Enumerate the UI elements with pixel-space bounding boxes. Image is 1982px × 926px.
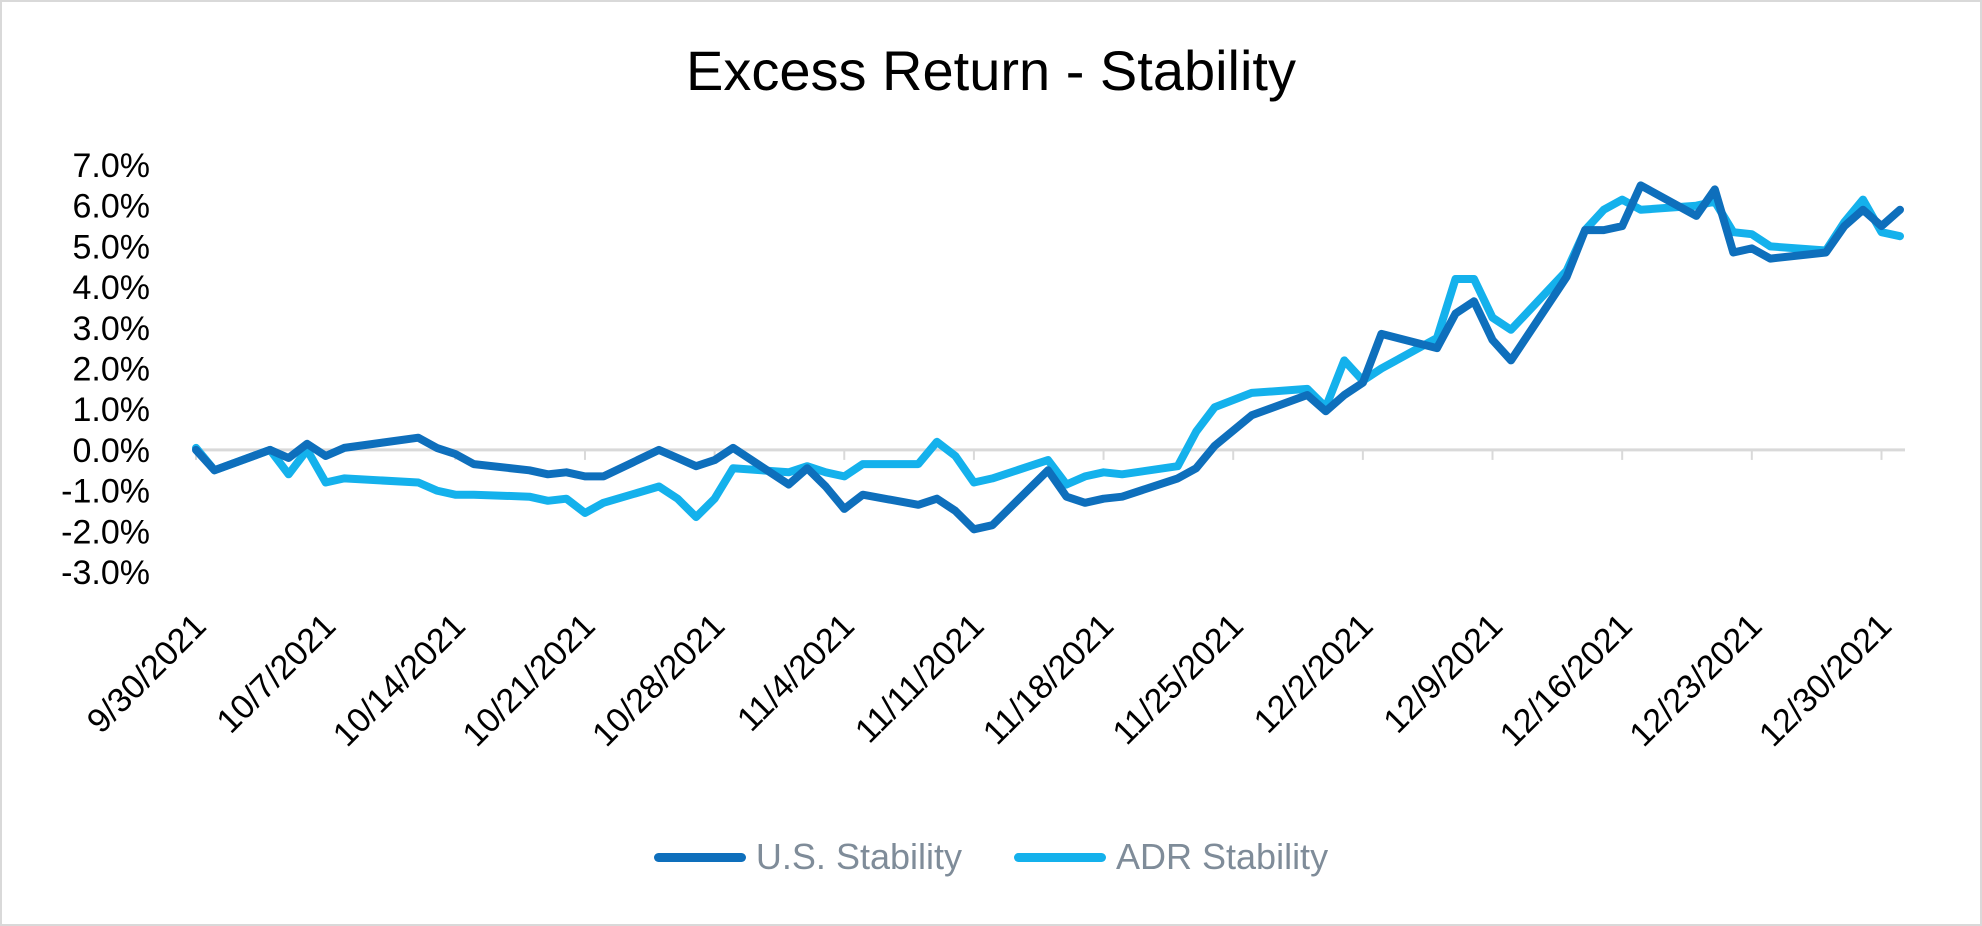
x-axis-ticks: 9/30/202110/7/202110/14/202110/21/202110… <box>80 607 1899 754</box>
legend-label-adr-stability: ADR Stability <box>1116 836 1329 877</box>
series-line-u-s-stability <box>192 181 1904 534</box>
y-tick-label: 3.0% <box>73 310 151 348</box>
x-tick-label: 10/14/2021 <box>326 607 473 754</box>
y-tick-label: 0.0% <box>73 432 151 470</box>
legend-swatch-adr-stability <box>1014 852 1106 862</box>
y-tick-label: -1.0% <box>61 473 150 511</box>
y-tick-label: 5.0% <box>73 228 151 266</box>
legend-item-adr-stability: ADR Stability <box>1014 836 1328 878</box>
x-tick-label: 10/28/2021 <box>585 607 732 754</box>
x-tick-label: 12/23/2021 <box>1622 607 1769 754</box>
x-tick-label: 10/21/2021 <box>455 607 602 754</box>
y-axis-ticks: 7.0%6.0%5.0%4.0%3.0%2.0%1.0%0.0%-1.0%-2.… <box>61 147 150 592</box>
y-tick-label: -2.0% <box>61 513 150 551</box>
legend-swatch-us-stability <box>653 852 746 862</box>
x-tick-label: 11/18/2021 <box>976 607 1121 752</box>
x-tick-label: 12/16/2021 <box>1493 607 1640 754</box>
x-tick-label: 12/30/2021 <box>1752 607 1899 754</box>
y-tick-label: 6.0% <box>73 188 151 226</box>
x-tick-label: 10/7/2021 <box>209 607 343 741</box>
chart-title: Excess Return - Stability <box>686 39 1296 102</box>
y-tick-label: 7.0% <box>73 147 151 185</box>
x-tick-label: 11/25/2021 <box>1105 607 1250 752</box>
y-tick-label: 4.0% <box>73 269 151 307</box>
y-tick-label: -3.0% <box>61 554 150 592</box>
legend-item-us-stability: U.S. Stability <box>653 836 962 878</box>
y-tick-label: 1.0% <box>73 391 151 429</box>
x-tick-label: 11/4/2021 <box>730 607 862 739</box>
x-tick-label: 11/11/2021 <box>848 607 992 751</box>
x-tick-label: 12/2/2021 <box>1247 607 1381 741</box>
legend-label-us-stability: U.S. Stability <box>755 836 962 877</box>
legend: U.S. Stability ADR Stability <box>0 836 1982 878</box>
x-tick-label: 9/30/2021 <box>80 607 214 741</box>
x-tick-label: 12/9/2021 <box>1376 607 1510 741</box>
series-lines <box>192 181 1904 534</box>
y-tick-label: 2.0% <box>73 351 151 389</box>
